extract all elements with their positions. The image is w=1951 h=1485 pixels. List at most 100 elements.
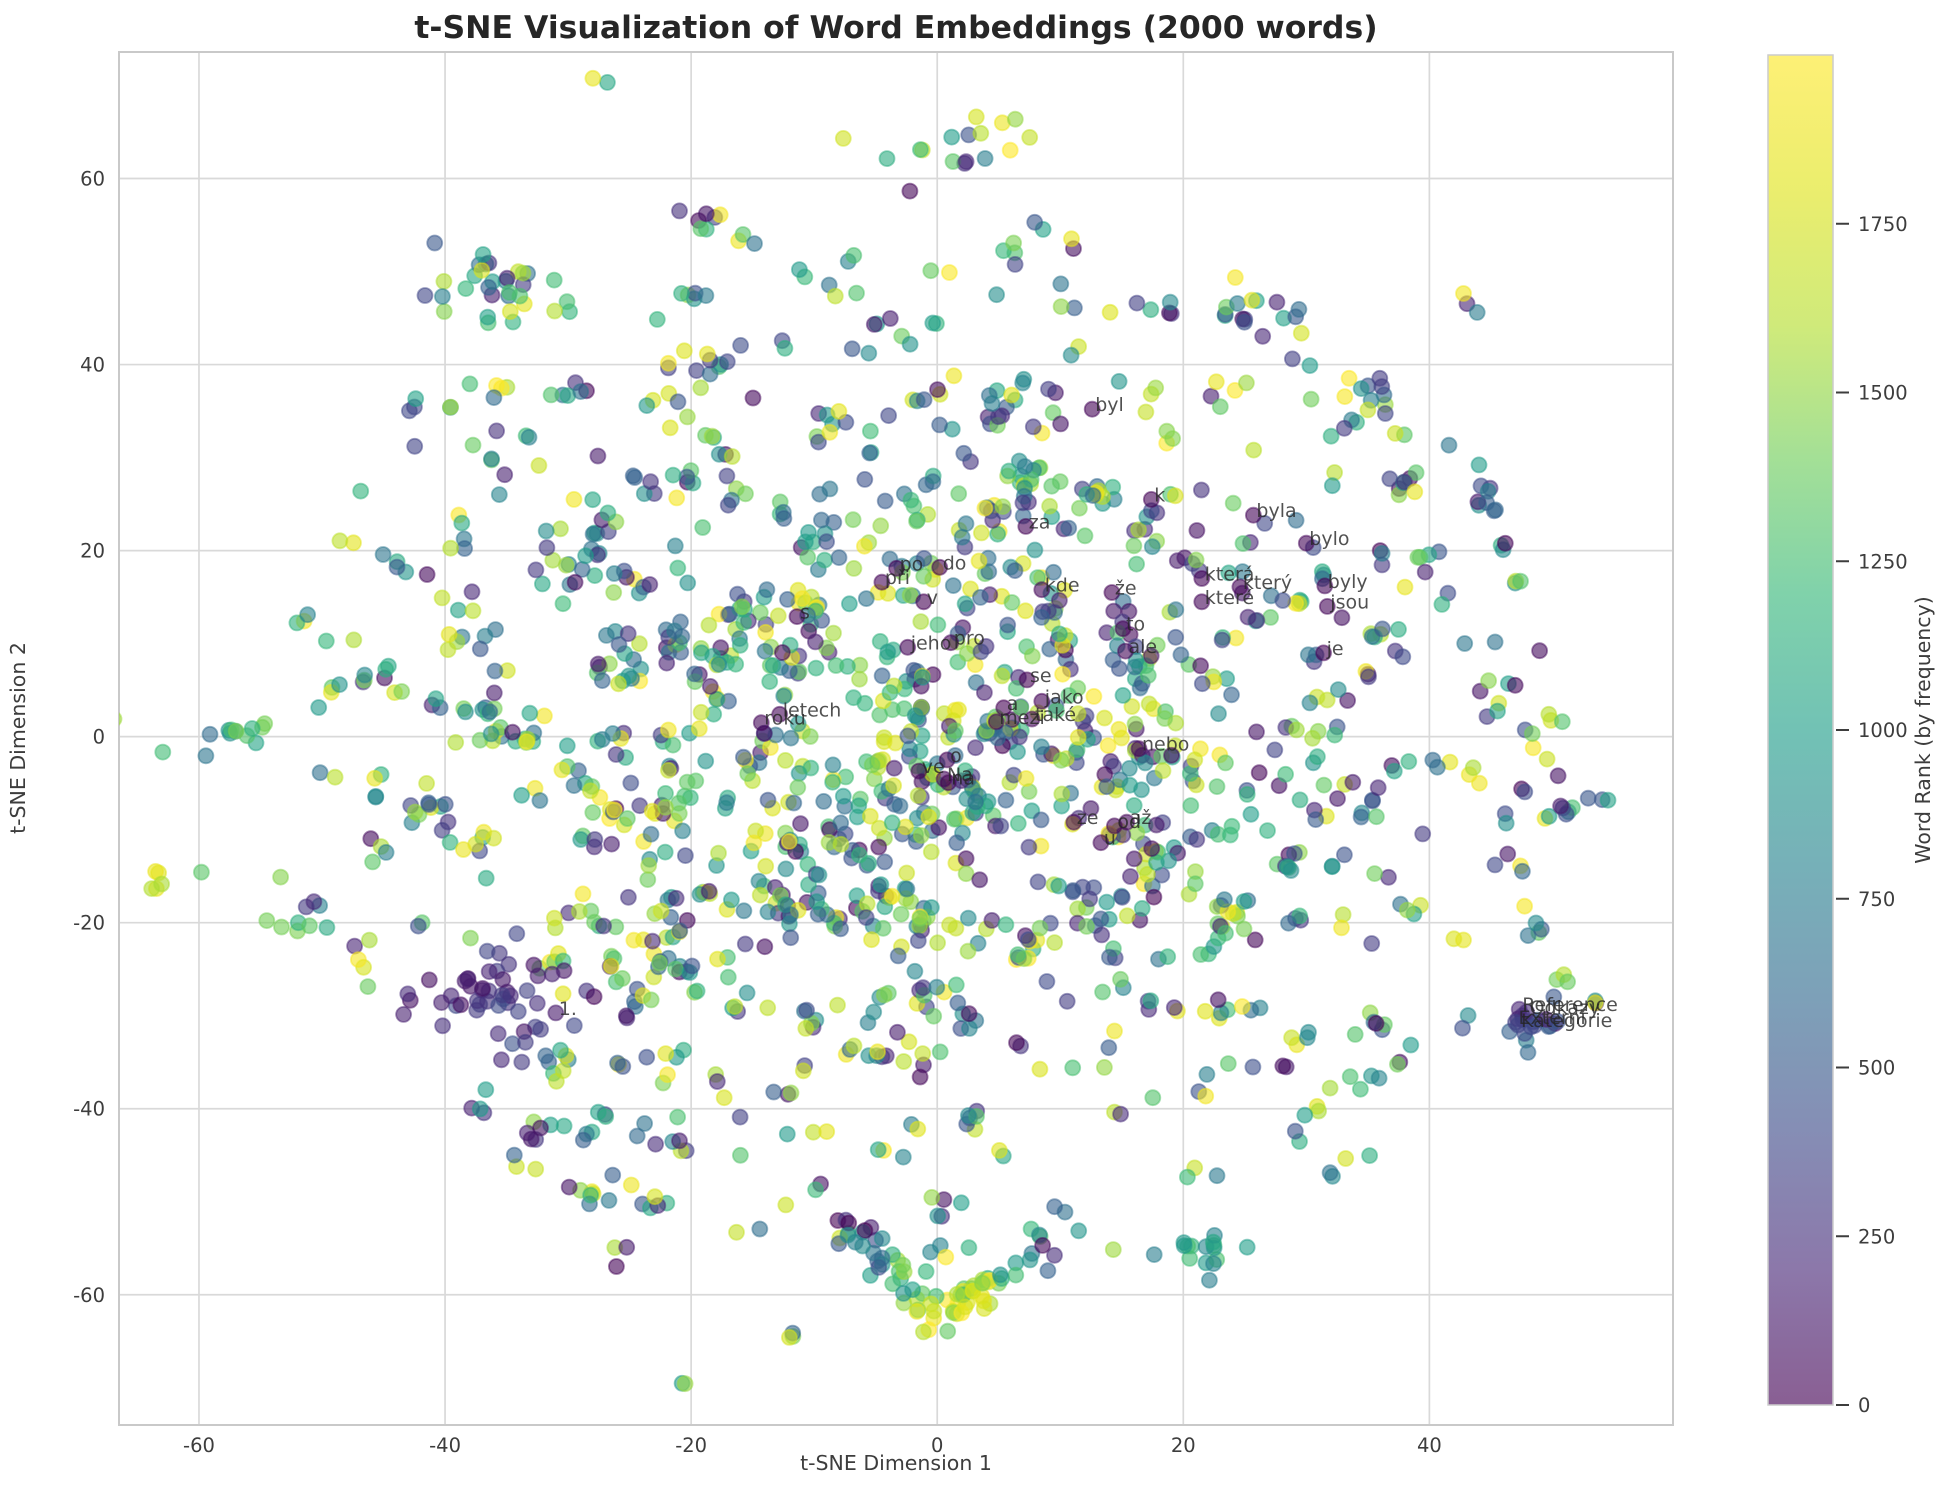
scatter-point — [1193, 593, 1211, 611]
scatter-point — [1545, 988, 1563, 1006]
scatter-point — [1145, 888, 1163, 906]
scatter-point — [1559, 973, 1576, 991]
scatter-point — [1026, 541, 1044, 559]
scatter-point — [1192, 657, 1209, 675]
scatter-point — [683, 957, 701, 975]
scatter-point — [726, 998, 744, 1015]
scatter-point — [522, 1130, 540, 1148]
x-tick-label: 40 — [1417, 1434, 1442, 1457]
scatter-point — [832, 814, 850, 832]
scatter-point — [922, 1295, 940, 1313]
scatter-point — [960, 1239, 978, 1257]
scatter-point — [911, 910, 929, 927]
scatter-point — [1196, 1002, 1214, 1020]
scatter-point — [1307, 811, 1325, 828]
scatter-point — [1197, 1087, 1215, 1105]
scatter-point — [845, 246, 863, 264]
scatter-point — [418, 566, 436, 583]
scatter-point — [1538, 750, 1556, 768]
scatter-point — [119, 712, 123, 726]
scatter-point — [826, 287, 844, 305]
scatter-point — [1245, 506, 1262, 524]
scatter-point — [863, 756, 881, 774]
scatter-point — [1283, 1029, 1300, 1047]
scatter-point — [990, 408, 1007, 426]
scatter-point — [657, 798, 674, 816]
scatter-point — [771, 705, 789, 723]
scatter-point — [1121, 760, 1138, 777]
scatter-point — [1052, 751, 1070, 769]
scatter-point — [1142, 490, 1160, 508]
word-label: za — [1029, 511, 1051, 533]
y-tick-label: -60 — [73, 1284, 105, 1307]
scatter-point — [518, 733, 536, 750]
scatter-point — [692, 379, 710, 397]
scatter-point — [514, 264, 532, 282]
word-label: o — [950, 745, 962, 767]
scatter-point — [775, 510, 793, 527]
scatter-point — [1168, 552, 1186, 570]
word-label: ve — [922, 756, 945, 778]
scatter-point — [976, 684, 993, 701]
scatter-point — [1069, 729, 1087, 746]
scatter-point — [457, 703, 474, 721]
scatter-point — [857, 590, 875, 607]
scatter-point — [911, 1068, 929, 1086]
scatter-point — [694, 519, 712, 536]
scatter-point — [738, 984, 756, 1002]
scatter-point — [850, 797, 868, 815]
scatter-point — [636, 1115, 653, 1132]
scatter-point — [317, 632, 335, 650]
scatter-point — [1065, 813, 1083, 831]
word-label: jako — [1044, 686, 1084, 708]
scatter-point — [1033, 609, 1050, 626]
scatter-point — [1360, 668, 1377, 686]
scatter-point — [1321, 1079, 1339, 1097]
scatter-point — [521, 704, 539, 722]
scatter-point — [781, 1329, 798, 1346]
scatter-point — [993, 667, 1011, 685]
scatter-point — [1123, 698, 1141, 715]
scatter-point — [1127, 652, 1145, 669]
word-label: to — [1126, 614, 1145, 636]
scatter-point — [1092, 834, 1110, 852]
scatter-point — [1304, 729, 1321, 747]
scatter-point — [922, 262, 940, 280]
colorbar-tick-label: 1250 — [1858, 550, 1908, 573]
scatter-point — [1368, 808, 1385, 826]
scatter-point — [960, 1005, 978, 1023]
scatter-point — [585, 988, 603, 1006]
scatter-point — [777, 1196, 795, 1214]
scatter-point — [1333, 609, 1351, 627]
scatter-point — [1361, 1147, 1378, 1164]
scatter-point — [872, 517, 890, 535]
scatter-point — [243, 720, 261, 737]
scatter-point — [459, 970, 477, 988]
scatter-point — [1499, 845, 1517, 863]
scatter-point — [856, 537, 873, 555]
scatter-point — [728, 1223, 745, 1241]
scatter-point — [1315, 776, 1333, 794]
scatter-point — [1244, 1058, 1262, 1076]
scatter-point — [1114, 687, 1132, 704]
scatter-point — [1369, 779, 1387, 797]
scatter-point — [700, 616, 718, 634]
colorbar-tick-label: 1000 — [1858, 719, 1908, 742]
scatter-point — [1114, 620, 1132, 638]
scatter-point — [924, 314, 942, 332]
word-label: od — [1117, 811, 1141, 833]
scatter-point — [756, 642, 774, 660]
scatter-point — [1486, 633, 1504, 651]
scatter-point — [1167, 601, 1185, 619]
scatter-point — [366, 769, 384, 787]
scatter-point — [486, 662, 504, 680]
colorbar-tick-label: 1500 — [1858, 382, 1908, 405]
scatter-point — [639, 871, 657, 888]
scatter-point — [197, 747, 215, 765]
scatter-point — [552, 1041, 569, 1059]
scatter-point — [686, 665, 703, 683]
scatter-point — [1414, 825, 1432, 843]
scatter-point — [957, 153, 975, 171]
scatter-point — [406, 437, 424, 455]
